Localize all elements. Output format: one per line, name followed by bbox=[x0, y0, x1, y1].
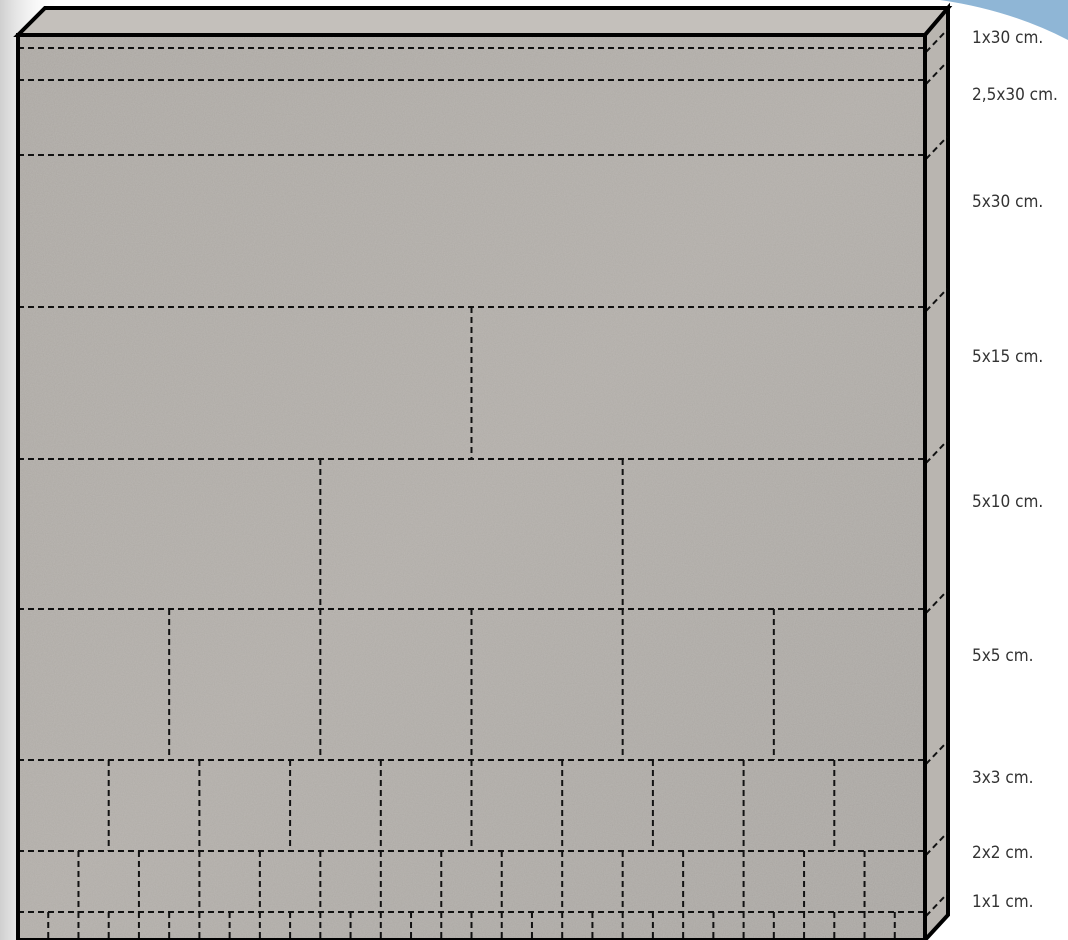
side-cut bbox=[925, 440, 948, 464]
side-cut bbox=[925, 741, 948, 765]
size-label: 2x2 cm. bbox=[972, 843, 1034, 863]
side-cut bbox=[925, 832, 948, 856]
side-cut bbox=[925, 893, 948, 917]
side-cut bbox=[925, 29, 948, 53]
size-label: 2,5x30 cm. bbox=[972, 85, 1058, 105]
size-label: 5x10 cm. bbox=[972, 492, 1043, 512]
size-label: 3x3 cm. bbox=[972, 768, 1034, 788]
size-label: 1x1 cm. bbox=[972, 892, 1034, 912]
tile-top bbox=[13, 6, 953, 37]
side-cut bbox=[925, 288, 948, 312]
blue-swoosh bbox=[940, 0, 1068, 40]
cut-lines bbox=[18, 29, 948, 940]
side-cut bbox=[925, 61, 948, 85]
tile-face bbox=[18, 35, 925, 940]
side-cut bbox=[925, 136, 948, 160]
size-label: 5x15 cm. bbox=[972, 347, 1043, 367]
tile-outline bbox=[16, 33, 927, 940]
side-cut bbox=[925, 590, 948, 614]
size-label: 1x30 cm. bbox=[972, 28, 1043, 48]
size-label: 5x5 cm. bbox=[972, 646, 1034, 666]
size-label: 5x30 cm. bbox=[972, 192, 1043, 212]
